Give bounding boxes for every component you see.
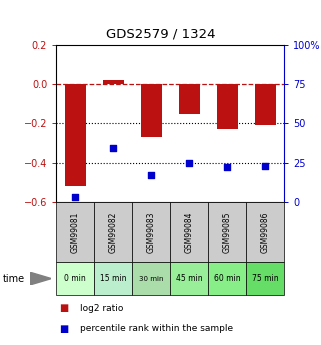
Polygon shape — [30, 273, 51, 285]
Text: 0 min: 0 min — [64, 274, 86, 283]
Bar — [246, 262, 284, 295]
Point — [224, 165, 230, 170]
Bar — [94, 262, 132, 295]
Bar — [103, 80, 124, 84]
Text: 60 min: 60 min — [214, 274, 240, 283]
Text: GDS2579 / 1324: GDS2579 / 1324 — [106, 27, 215, 40]
Bar — [255, 84, 275, 125]
Bar — [208, 262, 246, 295]
Bar — [208, 202, 246, 262]
Bar — [65, 84, 86, 186]
Text: GSM99085: GSM99085 — [222, 211, 232, 253]
Bar — [217, 84, 238, 129]
Bar — [246, 202, 284, 262]
Text: log2 ratio: log2 ratio — [80, 304, 124, 313]
Text: 30 min: 30 min — [139, 276, 163, 282]
Bar — [132, 262, 170, 295]
Text: ■: ■ — [59, 324, 69, 334]
Point — [73, 194, 78, 200]
Bar — [170, 262, 208, 295]
Point — [263, 163, 268, 168]
Bar — [170, 202, 208, 262]
Text: time: time — [3, 274, 25, 284]
Text: 45 min: 45 min — [176, 274, 203, 283]
Point — [187, 160, 192, 165]
Point — [110, 146, 116, 151]
Bar — [56, 262, 94, 295]
Point — [149, 172, 154, 178]
Text: ■: ■ — [59, 303, 69, 313]
Bar — [94, 202, 132, 262]
Text: GSM99084: GSM99084 — [185, 211, 194, 253]
Bar — [56, 202, 94, 262]
Text: GSM99082: GSM99082 — [108, 211, 118, 253]
Bar — [132, 202, 170, 262]
Text: percentile rank within the sample: percentile rank within the sample — [80, 324, 233, 333]
Text: 75 min: 75 min — [252, 274, 278, 283]
Text: GSM99081: GSM99081 — [71, 211, 80, 253]
Text: GSM99086: GSM99086 — [261, 211, 270, 253]
Text: 15 min: 15 min — [100, 274, 126, 283]
Bar — [141, 84, 161, 137]
Text: GSM99083: GSM99083 — [147, 211, 156, 253]
Bar — [179, 84, 200, 114]
